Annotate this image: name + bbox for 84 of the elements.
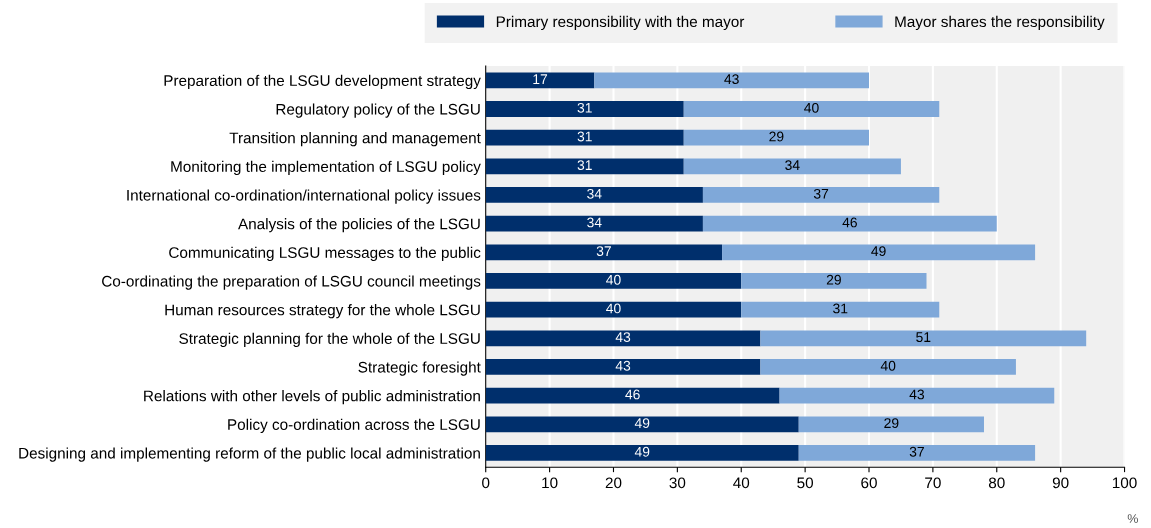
data-label: 17 (533, 74, 548, 84)
data-label: 34 (785, 160, 800, 171)
data-label: 46 (625, 389, 640, 400)
bar (485, 244, 723, 261)
data-label: 46 (842, 217, 857, 228)
data-label: 29 (826, 274, 841, 285)
y-tick-label: Strategic foresight (358, 361, 481, 376)
data-label: 37 (596, 246, 611, 257)
x-tick-label: 0 (482, 477, 490, 489)
legend-label: Primary responsibility with the mayor (496, 15, 745, 31)
bar (760, 330, 1087, 347)
y-tick-label: Regulatory policy of the LSGU (276, 103, 480, 118)
data-label: 43 (909, 389, 925, 400)
legend-label: Mayor shares the responsibility (895, 15, 1105, 31)
x-tick-label: 40 (733, 477, 750, 489)
bar (485, 101, 684, 117)
y-tick-label: Preparation of the LSGU development strategy (164, 74, 481, 90)
bar (485, 330, 761, 347)
data-label: 40 (606, 274, 621, 285)
data-label: 49 (634, 446, 650, 457)
bar (741, 301, 940, 318)
data-label: 49 (871, 246, 886, 257)
data-label: 29 (884, 418, 899, 429)
data-label: 34 (587, 217, 602, 228)
data-label: 29 (769, 131, 784, 142)
bar (485, 129, 684, 146)
bar (485, 387, 780, 404)
y-tick-label: Strategic planning for the whole of the LSGU (179, 332, 480, 347)
data-label: 40 (804, 102, 819, 113)
bar (485, 273, 742, 289)
bar (798, 416, 984, 433)
bar (485, 445, 799, 461)
x-tick-label: 90 (1052, 477, 1069, 489)
data-label: 34 (587, 188, 602, 199)
data-label: 31 (833, 303, 848, 314)
x-tick-label: 70 (925, 477, 941, 489)
bar (683, 101, 940, 117)
data-label: 43 (615, 360, 631, 371)
data-label: 51 (916, 332, 931, 343)
data-label: 31 (577, 131, 592, 142)
bar (683, 158, 901, 175)
data-label: 40 (880, 360, 896, 371)
x-tick-label: 60 (861, 477, 877, 489)
data-label: 43 (724, 74, 739, 85)
x-axis-title: % (1127, 514, 1138, 523)
bar (741, 273, 927, 289)
data-label: 40 (606, 303, 621, 314)
bar (485, 301, 742, 318)
bar (485, 359, 761, 375)
bar (702, 187, 940, 203)
bar (594, 72, 870, 89)
data-label: 49 (634, 418, 650, 429)
x-tick-label: 80 (988, 477, 1005, 489)
y-tick-label: Communicating LSGU messages to the public (169, 246, 481, 262)
x-tick-label: 30 (669, 477, 686, 489)
bar (722, 244, 1036, 261)
bar (760, 359, 1016, 375)
bar (485, 158, 684, 175)
bar (779, 387, 1055, 404)
y-tick-label: Human resources strategy for the whole LSGU (165, 304, 480, 319)
y-tick-label: Policy co-ordination across the LSGU (228, 418, 480, 433)
bar (485, 215, 703, 232)
x-tick-label: 20 (605, 477, 622, 489)
y-tick-label: Designing and implementing reform of the public local administration (19, 447, 480, 462)
bar (485, 72, 595, 89)
bar (485, 187, 703, 203)
y-tick-label: Co-ordinating the preparation of LSGU council meetings (102, 275, 481, 290)
x-tick-label: 100 (1112, 477, 1137, 489)
data-label: 37 (909, 446, 924, 457)
data-label: 31 (577, 160, 592, 171)
bar (485, 416, 799, 433)
y-tick-label: Analysis of the policies of the LSGU (238, 218, 480, 233)
data-label: 43 (615, 332, 631, 343)
bar (798, 445, 1036, 461)
y-tick-label: Monitoring the implementation of LSGU policy (171, 160, 481, 176)
data-label: 31 (577, 102, 592, 113)
bar (683, 129, 870, 146)
y-tick-label: Transition planning and management (229, 132, 481, 147)
x-tick-label: 10 (542, 477, 558, 489)
y-tick-label: Relations with other levels of public administration (144, 390, 480, 405)
x-tick-label: 50 (797, 477, 814, 489)
data-label: 37 (813, 188, 829, 199)
y-tick-label: International co-ordination/international policy issues (127, 189, 481, 204)
bar (702, 215, 997, 232)
